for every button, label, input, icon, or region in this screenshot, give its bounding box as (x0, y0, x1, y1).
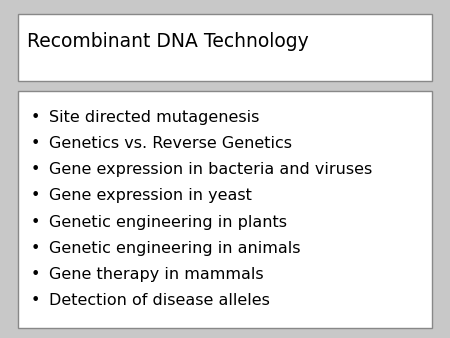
Text: Genetics vs. Reverse Genetics: Genetics vs. Reverse Genetics (49, 136, 292, 151)
Text: Genetic engineering in plants: Genetic engineering in plants (49, 215, 287, 230)
Text: Gene expression in bacteria and viruses: Gene expression in bacteria and viruses (49, 162, 372, 177)
Text: •: • (31, 162, 40, 177)
Text: •: • (31, 293, 40, 308)
Text: •: • (31, 136, 40, 151)
FancyBboxPatch shape (18, 14, 432, 81)
FancyBboxPatch shape (18, 91, 432, 328)
Text: Site directed mutagenesis: Site directed mutagenesis (49, 110, 259, 125)
Text: •: • (31, 267, 40, 282)
Text: Genetic engineering in animals: Genetic engineering in animals (49, 241, 300, 256)
Text: Gene therapy in mammals: Gene therapy in mammals (49, 267, 263, 282)
Text: Gene expression in yeast: Gene expression in yeast (49, 188, 252, 203)
Text: Detection of disease alleles: Detection of disease alleles (49, 293, 270, 308)
Text: Recombinant DNA Technology: Recombinant DNA Technology (27, 32, 309, 51)
Text: •: • (31, 188, 40, 203)
Text: •: • (31, 110, 40, 125)
Text: •: • (31, 215, 40, 230)
Text: •: • (31, 241, 40, 256)
